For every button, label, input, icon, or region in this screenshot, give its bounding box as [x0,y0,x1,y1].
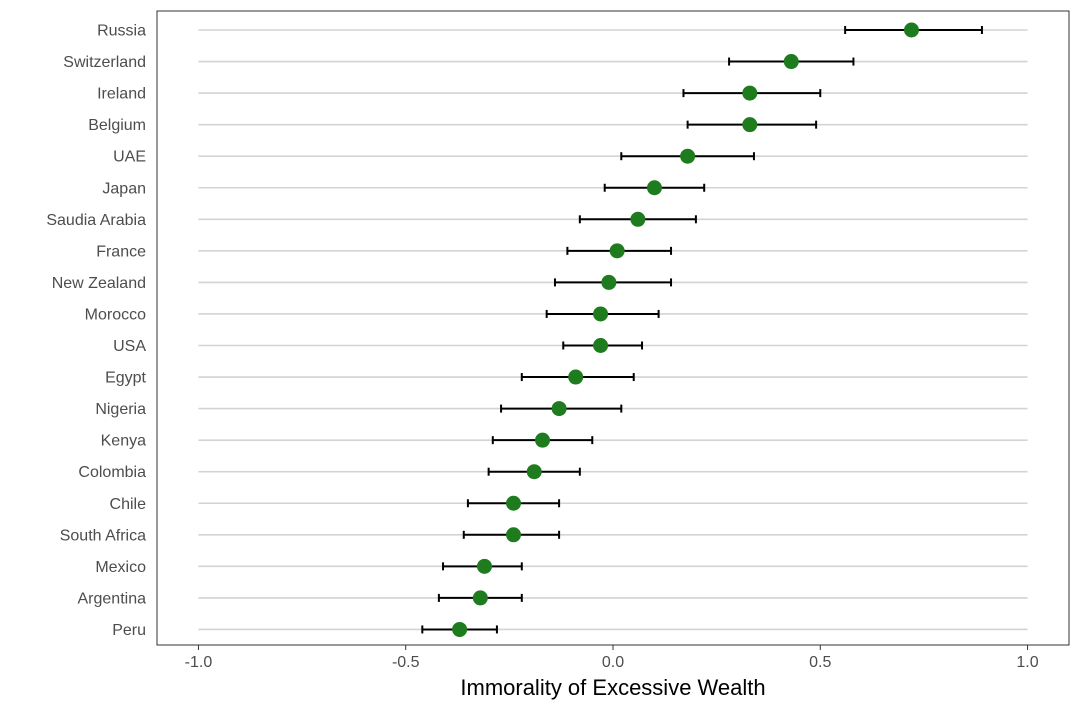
plot-panel-border [156,10,1070,646]
category-label: Egypt [105,370,146,387]
category-label: New Zealand [52,275,146,292]
data-point [593,338,609,353]
data-point [601,274,617,290]
category-label: Peru [112,622,146,639]
category-label: Argentina [78,590,147,607]
x-tick-label: 0.5 [809,654,831,671]
category-label: UAE [113,149,146,166]
data-point [742,117,758,133]
data-point [903,22,919,38]
data-point [506,495,522,511]
category-label: Ireland [97,86,146,103]
x-tick-label: -1.0 [185,654,213,671]
data-point [630,211,646,227]
category-label: Morocco [85,306,146,323]
category-label: Switzerland [63,54,146,71]
x-tick-label: -0.5 [392,654,420,671]
data-point [646,180,662,196]
category-label: Colombia [78,464,146,481]
data-point [742,85,758,101]
category-label: South Africa [60,527,146,544]
category-label: Saudia Arabia [46,212,146,229]
category-label: France [96,243,146,260]
error-bars [421,26,983,634]
data-point [680,148,696,164]
data-point [551,401,567,417]
data-point [476,558,492,574]
category-label: Belgium [88,117,146,134]
data-point [452,621,468,637]
category-label: Kenya [101,433,146,450]
x-axis-ticks: -1.0 -0.5 0.0 0.5 1.0 [185,645,1039,671]
category-label: Russia [97,23,146,40]
data-point [472,590,488,606]
category-label: Chile [110,496,147,513]
category-label: Japan [102,180,146,197]
x-tick-label: 0.0 [602,654,624,671]
x-axis-title: Immorality of Excessive Wealth [460,675,765,700]
data-point [506,527,522,543]
category-label: USA [113,338,146,355]
data-point [526,464,542,480]
x-tick-label: 1.0 [1016,654,1038,671]
category-labels: Russia Switzerland Ireland Belgium UAE Japan S… [46,23,146,639]
data-point [593,306,609,322]
category-label: Mexico [95,559,146,576]
data-point [783,54,799,70]
data-points [452,22,919,637]
data-point [535,432,551,448]
grid-lines [198,29,1028,631]
data-point [609,243,625,259]
data-point [568,369,584,385]
category-label: Nigeria [95,401,146,418]
